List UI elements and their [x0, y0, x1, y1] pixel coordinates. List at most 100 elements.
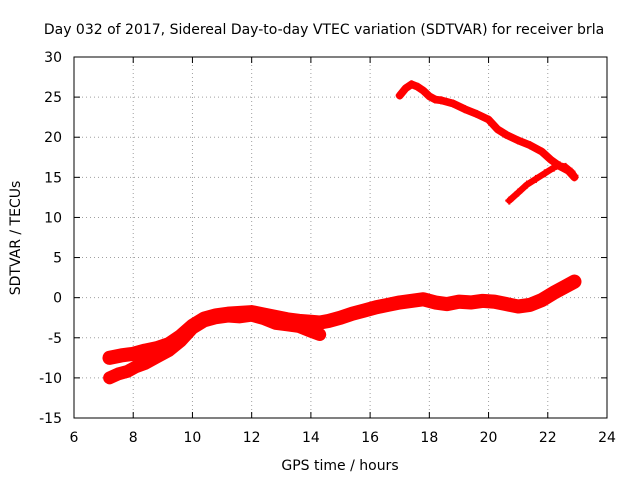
data-point — [105, 353, 114, 362]
data-point — [570, 277, 579, 286]
y-tick-label: -5 — [48, 331, 62, 347]
data-point — [531, 174, 540, 183]
data-point — [413, 82, 422, 91]
x-tick-label: 8 — [129, 430, 138, 446]
data-point — [129, 349, 138, 358]
data-point — [443, 300, 452, 309]
y-tick-label: 10 — [44, 210, 62, 226]
y-tick-label: 30 — [44, 50, 62, 66]
data-point — [505, 196, 514, 205]
series-band — [506, 162, 578, 204]
series-layer — [102, 80, 582, 385]
data-point — [117, 351, 126, 360]
data-point — [315, 330, 324, 339]
x-axis-label: GPS time / hours — [281, 458, 398, 474]
data-point — [188, 324, 197, 333]
data-point — [555, 161, 564, 170]
data-point — [336, 313, 345, 322]
data-point — [200, 316, 209, 325]
y-tick-label: 0 — [53, 291, 62, 307]
data-point — [419, 86, 428, 95]
data-point — [348, 309, 357, 318]
data-point — [152, 353, 161, 362]
data-point — [561, 162, 570, 171]
data-point — [454, 297, 463, 306]
data-point — [306, 317, 315, 326]
y-tick-label: -15 — [39, 411, 62, 427]
data-point — [360, 306, 369, 315]
data-point — [490, 297, 499, 306]
data-point — [431, 298, 440, 307]
data-point — [523, 180, 532, 189]
data-point — [567, 167, 576, 176]
data-point — [141, 359, 150, 368]
data-point — [247, 311, 256, 320]
data-point — [295, 322, 304, 331]
data-point — [460, 105, 469, 114]
x-tick-label: 10 — [184, 430, 202, 446]
data-point — [212, 313, 221, 322]
y-tick-label: 20 — [44, 130, 62, 146]
data-point — [478, 296, 487, 305]
data-point — [407, 80, 416, 89]
data-point — [283, 320, 292, 329]
data-point — [472, 109, 481, 118]
data-point — [105, 373, 114, 382]
data-point — [514, 136, 523, 145]
data-point — [114, 369, 123, 378]
tick-layer: 6 8 10 12 14 16 18 20 22 24 -15 -10 -5 0 5 10 15 20 25 30 — [39, 50, 616, 446]
data-point — [549, 288, 558, 297]
series-upper-track-branch — [505, 161, 579, 205]
data-point — [493, 125, 502, 134]
data-point — [259, 314, 268, 323]
data-point — [537, 147, 546, 156]
data-point — [132, 362, 141, 371]
data-point — [546, 155, 555, 164]
data-point — [407, 296, 416, 305]
data-point — [395, 91, 404, 100]
data-point — [164, 346, 173, 355]
data-point — [324, 316, 333, 325]
data-point — [425, 92, 434, 101]
data-point — [484, 115, 493, 124]
data-point — [141, 346, 150, 355]
x-tick-label: 22 — [539, 430, 557, 446]
data-point — [537, 296, 546, 305]
x-tick-label: 6 — [70, 430, 79, 446]
x-tick-label: 12 — [243, 430, 261, 446]
series-lower-track-spread — [103, 308, 327, 385]
data-point — [372, 303, 381, 312]
data-point — [514, 302, 523, 311]
y-tick-label: 25 — [44, 90, 62, 106]
y-tick-label: 15 — [44, 170, 62, 186]
data-point — [315, 318, 324, 327]
x-tick-label: 16 — [361, 430, 379, 446]
data-point — [437, 96, 446, 105]
data-point — [419, 295, 428, 304]
x-tick-label: 24 — [598, 430, 616, 446]
data-point — [383, 300, 392, 309]
data-point — [123, 367, 132, 376]
data-point — [514, 188, 523, 197]
data-point — [570, 171, 579, 180]
series-band — [395, 80, 579, 182]
data-point — [549, 163, 558, 172]
y-tick-label: -10 — [39, 371, 62, 387]
data-point — [401, 84, 410, 93]
data-point — [561, 282, 570, 291]
data-point — [526, 300, 535, 309]
data-point — [502, 130, 511, 139]
data-point — [466, 298, 475, 307]
plot-frame — [73, 56, 608, 419]
data-point — [526, 141, 535, 150]
data-point — [395, 298, 404, 307]
x-tick-label: 18 — [420, 430, 438, 446]
data-point — [306, 327, 315, 336]
y-tick-label: 5 — [53, 251, 62, 267]
data-point — [502, 300, 511, 309]
data-point — [540, 169, 549, 178]
x-tick-label: 20 — [480, 430, 498, 446]
data-point — [176, 336, 185, 345]
